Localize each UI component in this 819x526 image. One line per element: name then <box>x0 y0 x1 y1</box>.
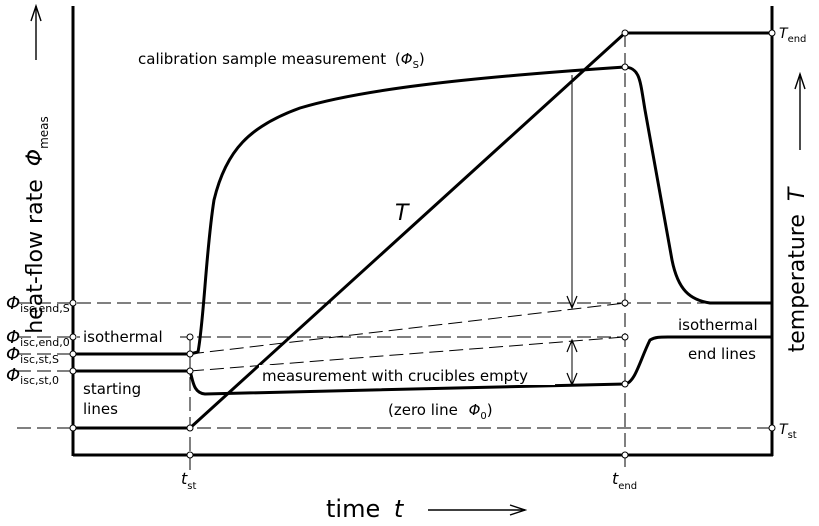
marker-points <box>69 29 776 459</box>
empty-curve <box>73 335 772 396</box>
calibration-curve <box>73 65 772 356</box>
temperature-curve-label: T <box>395 201 410 226</box>
x-label: time t <box>326 495 405 523</box>
starting-lines-label-2: lines <box>83 400 118 418</box>
calibration-arrowhead <box>566 295 578 310</box>
isothermal-right-label: isothermal <box>678 316 758 334</box>
tick-t-end-bottom: tend <box>612 469 637 492</box>
y-right-label: temperature T <box>785 186 810 352</box>
tick-t-end: Tend <box>779 26 806 45</box>
empty-measurement-label: measurement with crucibles empty <box>262 367 528 385</box>
zero-line-label: (zero line Φ0) <box>388 401 493 422</box>
end-lines-label: end lines <box>688 345 756 363</box>
starting-lines-label-1: starting <box>83 380 141 398</box>
y-left-label: heat-flow rate Φmeas <box>23 116 51 334</box>
calibration-label: calibration sample measurement (ΦS) <box>138 50 425 71</box>
tick-phi-isc-end-0: Φisc,end,0 <box>6 327 70 349</box>
tick-t-st-bottom: tst <box>181 469 196 492</box>
temperature-curve <box>73 31 772 430</box>
tick-phi-isc-end-s: Φisc,end,S <box>6 293 70 315</box>
isothermal-left-label: isothermal <box>83 328 163 346</box>
tick-phi-isc-st-0: Φisc,st,0 <box>6 365 59 387</box>
empty-arrowhead-top <box>566 338 578 353</box>
tick-t-st: Tst <box>779 422 797 441</box>
tick-phi-isc-st-s: Φisc,st,S <box>6 344 59 366</box>
empty-measurement-label-bg <box>259 365 555 385</box>
